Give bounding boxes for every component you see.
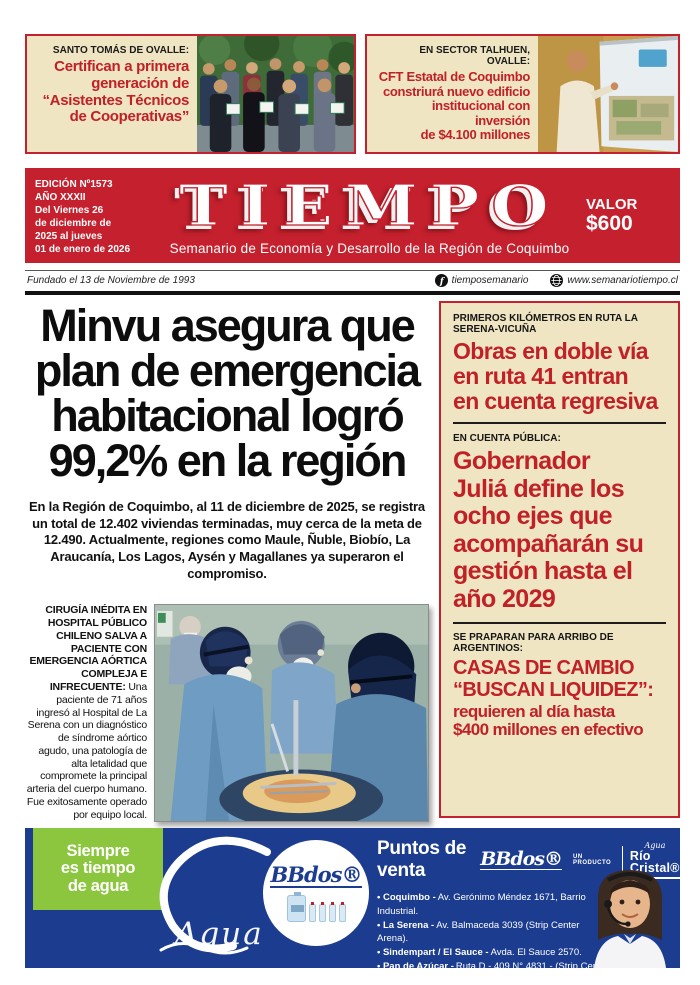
- point-place: Coquimbo -: [382, 892, 436, 903]
- ad-slogan: Siempre es tiempo de agua: [33, 828, 163, 910]
- bottle-icon: [328, 902, 336, 923]
- agua-script-label: Agua: [175, 916, 264, 952]
- teaser-kicker: EN SECTOR TALHUEN, OVALLE:: [419, 45, 531, 67]
- point-place: Pan de Azúcar -: [382, 960, 454, 968]
- teaser-photo-presentation: [538, 36, 678, 152]
- lead-story: Minvu asegura que plan de emergencia hab…: [25, 300, 429, 823]
- social-links: f tiemposemanario www.semanariotiempo.cl: [434, 274, 678, 287]
- price-label: VALOR: [586, 196, 638, 214]
- vertical-divider: [622, 846, 623, 874]
- point-address: Av. Gerónimo Méndez 1671, Barrio Industr…: [377, 892, 586, 917]
- teaser-cft-coquimbo: EN SECTOR TALHUEN, OVALLE: CFT Estatal d…: [365, 34, 680, 154]
- teaser-text: SANTO TOMÁS DE OVALLE: Certifican a prim…: [27, 36, 197, 152]
- point-place: Sindempart / El Sauce -: [382, 947, 489, 959]
- sales-title: Puntos de venta: [377, 838, 467, 881]
- point-place: La Serena -: [382, 919, 435, 931]
- story-kicker: PRIMEROS KILÓMETROS EN RUTA LA SERENA-VI…: [453, 313, 638, 335]
- ad-operator-photo: [584, 866, 676, 968]
- story-gobernador: EN CUENTA PÚBLICA: Gobernador Juliá defi…: [453, 432, 666, 613]
- surgery-story-lead: CIRUGÍA INÉDITA EN HOSPITAL PÚBLICO CHIL…: [29, 604, 147, 693]
- presentation-photo-illustration: [538, 36, 678, 152]
- surgery-story-body: Una paciente de 71 años ingresó al Hospi…: [26, 680, 147, 821]
- lead-headline: Minvu asegura que plan de emergencia hab…: [34, 300, 421, 486]
- bbdos-circle-logo: BBdos®: [263, 840, 369, 946]
- ad-header: Puntos de venta BBdos® UN PRODUCTO Agua …: [377, 838, 680, 882]
- sales-point: Sindempart / El Sauce -Avda. El Sauce 25…: [377, 946, 612, 960]
- svg-text:f: f: [439, 277, 446, 287]
- point-address: Ruta D - 409 N° 4831 - (Strip Center Esp…: [455, 960, 609, 968]
- facebook-icon: f: [434, 274, 448, 287]
- masthead: EDICIÓN Nº1573 AÑO XXXII Del Viernes 26 …: [25, 168, 680, 263]
- lead-subhead: En la Región de Coquimbo, al 11 de dicie…: [29, 499, 425, 581]
- rio-agua-label: Agua: [644, 840, 666, 850]
- product-note: UN PRODUCTO: [572, 854, 612, 866]
- story-headline-caps: CASAS DE CAMBIO “BUSCAN LIQUIDEZ”:: [453, 657, 654, 702]
- story-casas-cambio: SE PRAPARAN PARA ARRIBO DE ARGENTINOS: C…: [453, 632, 666, 739]
- facebook-link: f tiemposemanario: [434, 274, 529, 287]
- surgery-photo-illustration: [155, 605, 428, 822]
- teaser-kicker: SANTO TOMÁS DE OVALLE:: [52, 45, 190, 56]
- surgery-photo: [154, 604, 429, 823]
- story-kicker: EN CUENTA PÚBLICA:: [453, 433, 561, 445]
- globe-icon: [550, 274, 564, 287]
- newspaper-logo: TIEMPO: [178, 172, 561, 239]
- website-url: www.semanariotiempo.cl: [567, 275, 678, 286]
- bbdos-circle-text: BBdos®: [270, 861, 363, 889]
- operator-photo-illustration: [594, 870, 666, 968]
- water-bottles-icon: [286, 892, 346, 923]
- masthead-tagline: Semanario de Economía y Desarrollo de la…: [169, 240, 570, 256]
- water-jug-icon: [286, 892, 306, 923]
- surgery-story-text: CIRUGÍA INÉDITA EN HOSPITAL PÚBLICO CHIL…: [25, 604, 147, 822]
- point-address: Avda. El Sauce 2570.: [490, 947, 582, 959]
- main-area: Minvu asegura que plan de emergencia hab…: [25, 300, 680, 823]
- right-news-column: PRIMEROS KILÓMETROS EN RUTA LA SERENA-VI…: [439, 301, 680, 818]
- logo-block: TIEMPO Semanario de Economía y Desarroll…: [157, 176, 582, 257]
- column-divider: [453, 422, 666, 425]
- website-link: www.semanariotiempo.cl: [550, 274, 678, 287]
- teaser-santo-tomas: SANTO TOMÁS DE OVALLE: Certifican a prim…: [25, 34, 356, 154]
- bottle-icon: [338, 902, 346, 923]
- sales-point: Pan de Azúcar -Ruta D - 409 N° 4831 - (S…: [377, 960, 612, 968]
- bottle-icon: [318, 902, 326, 923]
- rio-cristal-logo: Agua Río Cristal®: [629, 840, 680, 879]
- sales-point: Coquimbo -Av. Gerónimo Méndez 1671, Barr…: [377, 891, 612, 919]
- rio-cristal-name: Río Cristal®: [629, 849, 680, 879]
- graduates-photo-illustration: [197, 36, 354, 152]
- story-ruta41: PRIMEROS KILÓMETROS EN RUTA LA SERENA-VI…: [453, 313, 666, 413]
- top-teasers: SANTO TOMÁS DE OVALLE: Certifican a prim…: [25, 34, 680, 154]
- edition-info: EDICIÓN Nº1573 AÑO XXXII Del Viernes 26 …: [35, 179, 131, 255]
- sales-point: La Serena -Av. Balmaceda 3039 (Strip Cen…: [377, 919, 612, 947]
- story-headline-rest: requieren al día hasta $400 millones en …: [453, 701, 644, 740]
- teaser-photo-graduates: [197, 36, 354, 152]
- info-bar: Fundado el 13 de Noviembre de 1993 f tie…: [25, 270, 680, 295]
- story-headline: Obras en doble vía en ruta 41 entran en …: [453, 338, 658, 414]
- facebook-handle: tiemposemanario: [451, 275, 529, 286]
- story-headline: Gobernador Juliá define los ocho ejes qu…: [453, 447, 644, 613]
- teaser-headline: CFT Estatal de Coquimbo constriurá nuevo…: [378, 69, 531, 143]
- teaser-text: EN SECTOR TALHUEN, OVALLE: CFT Estatal d…: [367, 36, 538, 152]
- surgery-story: CIRUGÍA INÉDITA EN HOSPITAL PÚBLICO CHIL…: [25, 604, 429, 823]
- teaser-headline: Certifican a primera generación de “Asis…: [42, 58, 190, 126]
- bottom-ad-riocristal: Siempre es tiempo de agua Agua BBdos®: [25, 828, 680, 968]
- bbdos-logo-text: BBdos®: [480, 848, 563, 870]
- sales-points-list: Coquimbo -Av. Gerónimo Méndez 1671, Barr…: [377, 891, 612, 968]
- column-divider: [453, 622, 666, 625]
- story-kicker: SE PRAPARAN PARA ARRIBO DE ARGENTINOS:: [453, 632, 614, 655]
- bottle-icon: [308, 902, 316, 923]
- price-value: $600: [586, 212, 633, 236]
- point-address: Av. Balmaceda 3039 (Strip Center Arena).: [377, 919, 580, 945]
- ad-sales-info: Puntos de venta BBdos® UN PRODUCTO Agua …: [377, 838, 680, 968]
- price-block: VALOR $600: [582, 176, 670, 257]
- water-drop-logo: [159, 836, 271, 955]
- founded-text: Fundado el 13 de Noviembre de 1993: [27, 275, 195, 286]
